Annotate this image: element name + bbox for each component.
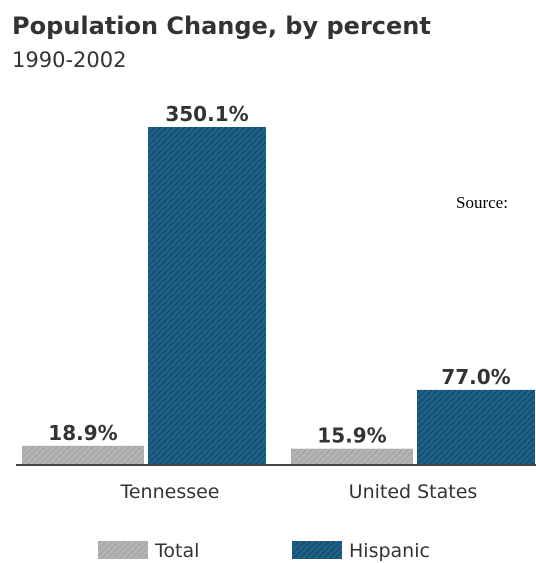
legend-swatch-hispanic xyxy=(292,541,342,559)
legend-label-total: Total xyxy=(154,540,199,562)
source-label: Source: xyxy=(456,193,508,212)
value-labels-group: 18.9% 350.1% 15.9% 77.0% xyxy=(48,102,510,448)
category-label-united-states: United States xyxy=(349,481,478,503)
bar-tennessee-hispanic xyxy=(148,127,266,464)
bar-united-states-hispanic xyxy=(417,389,535,464)
chart-subtitle: 1990-2002 xyxy=(12,48,127,72)
legend-label-hispanic: Hispanic xyxy=(349,540,430,562)
value-label-tennessee-hispanic: 350.1% xyxy=(165,102,248,126)
value-label-united-states-hispanic: 77.0% xyxy=(441,365,510,389)
legend: Total Hispanic xyxy=(98,540,430,562)
category-labels-group: Tennessee United States xyxy=(119,481,477,503)
category-label-tennessee: Tennessee xyxy=(119,481,219,503)
value-label-tennessee-total: 18.9% xyxy=(48,421,117,445)
value-label-united-states-total: 15.9% xyxy=(317,424,386,448)
bar-united-states-total xyxy=(291,448,413,464)
bar-tennessee-total xyxy=(22,445,144,464)
chart-title: Population Change, by percent xyxy=(12,12,431,40)
bars-group xyxy=(22,127,535,464)
legend-swatch-total xyxy=(98,541,148,559)
